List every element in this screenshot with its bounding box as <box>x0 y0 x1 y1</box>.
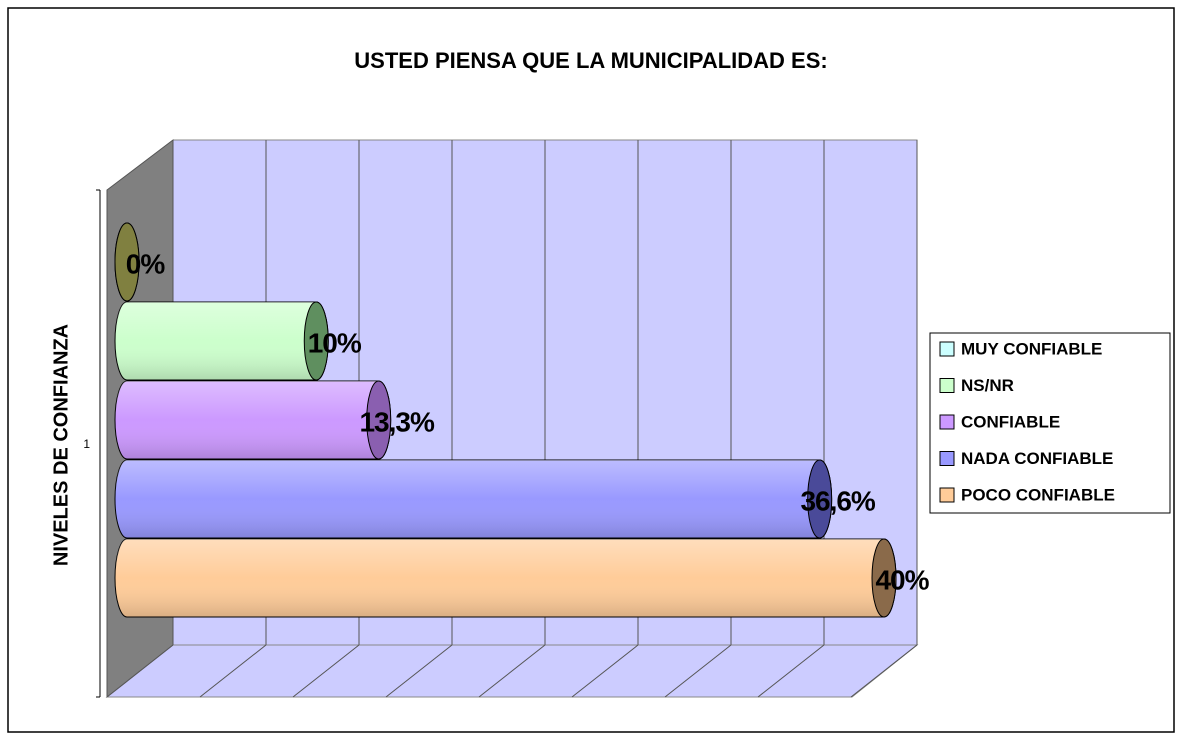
data-label: 36,6% <box>800 485 875 516</box>
legend-swatch <box>939 487 955 503</box>
floor-grid-line <box>850 644 918 698</box>
bar-cap <box>807 459 833 539</box>
floor-grid-line <box>478 644 546 698</box>
floor-grid-line <box>385 644 453 698</box>
floor-grid-line <box>292 644 360 698</box>
bar-shade <box>115 381 391 459</box>
data-label: 13,3% <box>359 406 434 437</box>
legend-swatch <box>939 414 955 430</box>
data-label: 10% <box>308 327 362 358</box>
floor-grid-line <box>199 644 267 698</box>
floor-grid-line <box>106 644 174 698</box>
floor-grid-line <box>571 644 639 698</box>
legend-swatch <box>939 451 955 466</box>
bar-cap <box>366 380 392 460</box>
bar-shade <box>115 302 329 380</box>
y-tick-label: 1 <box>83 437 90 451</box>
legend-label: NADA CONFIABLE <box>961 449 1113 468</box>
data-label: 40% <box>875 564 929 595</box>
data-label: 0% <box>126 248 166 279</box>
bar-cap <box>303 301 329 381</box>
chart-title: USTED PIENSA QUE LA MUNICIPALIDAD ES: <box>354 48 827 73</box>
bar-shade <box>115 539 896 617</box>
legend-label: MUY CONFIABLE <box>961 339 1102 358</box>
bar-shade <box>115 460 832 538</box>
y-axis-title: NIVELES DE CONFIANZA <box>50 324 72 566</box>
legend-label: POCO CONFIABLE <box>961 485 1115 504</box>
legend-label: CONFIABLE <box>961 412 1060 431</box>
bar-cap <box>114 222 140 302</box>
legend-swatch <box>939 341 955 357</box>
floor-grid-line <box>757 644 825 698</box>
floor-grid-line <box>664 644 732 698</box>
bar-cap <box>871 538 897 618</box>
legend-box <box>929 332 1171 514</box>
legend-label: NS/NR <box>961 376 1014 395</box>
legend-swatch <box>939 378 955 393</box>
